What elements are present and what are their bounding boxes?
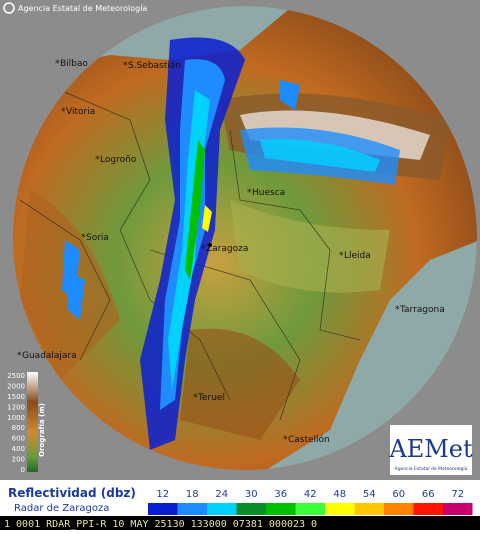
map-disc: [13, 6, 477, 470]
orography-label: 800: [12, 424, 25, 432]
logo-box: [390, 425, 472, 475]
city-marker: *: [123, 61, 128, 71]
city-marker: *: [193, 393, 198, 403]
city-marker: *: [81, 233, 86, 243]
city-label: Tarragona: [399, 305, 445, 315]
logo-subtitle: Agencia Estatal de Meteorología: [395, 465, 468, 472]
orography-scale: [27, 372, 38, 472]
city-marker: *: [95, 155, 100, 165]
level-label: 18: [186, 489, 199, 500]
city-marker: *: [201, 244, 206, 254]
level-swatch: [295, 503, 325, 515]
city-label: Logroño: [100, 155, 137, 165]
city-labels: * Bilbao * S.Sebastián* Vitoria* Logroño* Hues…: [17, 59, 445, 445]
city-marker: *: [55, 59, 60, 69]
city-marker: *: [247, 188, 252, 198]
level-swatch: [236, 503, 266, 515]
city-label: Vitoria: [66, 107, 95, 117]
level-swatch: [354, 503, 384, 515]
city-label: Bilbao: [60, 59, 88, 69]
orography-label: 1200: [7, 403, 25, 411]
orography-label: 1000: [7, 414, 25, 422]
legend-levels: 12 18 24 30 36 42 48 54 60 66 72: [148, 489, 473, 515]
city-label: Zaragoza: [206, 244, 248, 254]
city-marker: *: [395, 305, 400, 315]
level-label: 54: [363, 489, 376, 500]
level-swatch: [413, 503, 443, 515]
level-label: 36: [274, 489, 287, 500]
city-marker: *: [61, 107, 66, 117]
level-swatch: [266, 503, 296, 515]
orography-label: 600: [12, 435, 25, 443]
status-text: 1 0001 RDAR_PPI-R 10 MAY 25130 133000 07…: [4, 519, 317, 530]
city-label: S.Sebastián: [128, 61, 181, 71]
orography-label: 2500: [7, 372, 25, 380]
level-swatch: [207, 503, 237, 515]
city-label: Soria: [86, 233, 109, 243]
orography-label: 2000: [7, 382, 25, 390]
orography-label: 400: [12, 445, 25, 453]
level-swatch: [443, 503, 473, 515]
orography-label: 1500: [7, 393, 25, 401]
level-label: 30: [245, 489, 258, 500]
orography-label: 200: [12, 456, 25, 464]
level-label: 60: [392, 489, 405, 500]
city-label: Teruel: [197, 393, 225, 403]
city-label: Lleida: [344, 251, 371, 261]
city-marker: *: [17, 351, 22, 361]
level-swatch: [177, 503, 207, 515]
orography-label: 0: [21, 466, 25, 474]
level-label: 66: [422, 489, 435, 500]
legend-title: Reflectividad (dbz): [8, 486, 136, 500]
city-label: Huesca: [252, 188, 285, 198]
level-label: 72: [451, 489, 464, 500]
level-label: 24: [215, 489, 228, 500]
logo-name: AEMet: [388, 435, 473, 463]
city-marker: *: [339, 251, 344, 261]
level-swatch: [148, 503, 178, 515]
level-label: 48: [333, 489, 346, 500]
orography-title: Orografía (m): [38, 403, 46, 457]
level-swatch: [384, 503, 414, 515]
level-label: 42: [304, 489, 317, 500]
status-bar: [0, 516, 480, 530]
city-marker: *: [283, 435, 288, 445]
level-swatch: [325, 503, 355, 515]
header-title: Agencia Estatal de Meteorología: [18, 4, 147, 13]
city-label: Guadalajara: [22, 351, 77, 361]
radar-echoes: [62, 37, 400, 450]
legend-subtitle: Radar de Zaragoza: [14, 503, 109, 514]
city-label: Castellón: [288, 434, 330, 445]
level-label: 12: [156, 489, 169, 500]
